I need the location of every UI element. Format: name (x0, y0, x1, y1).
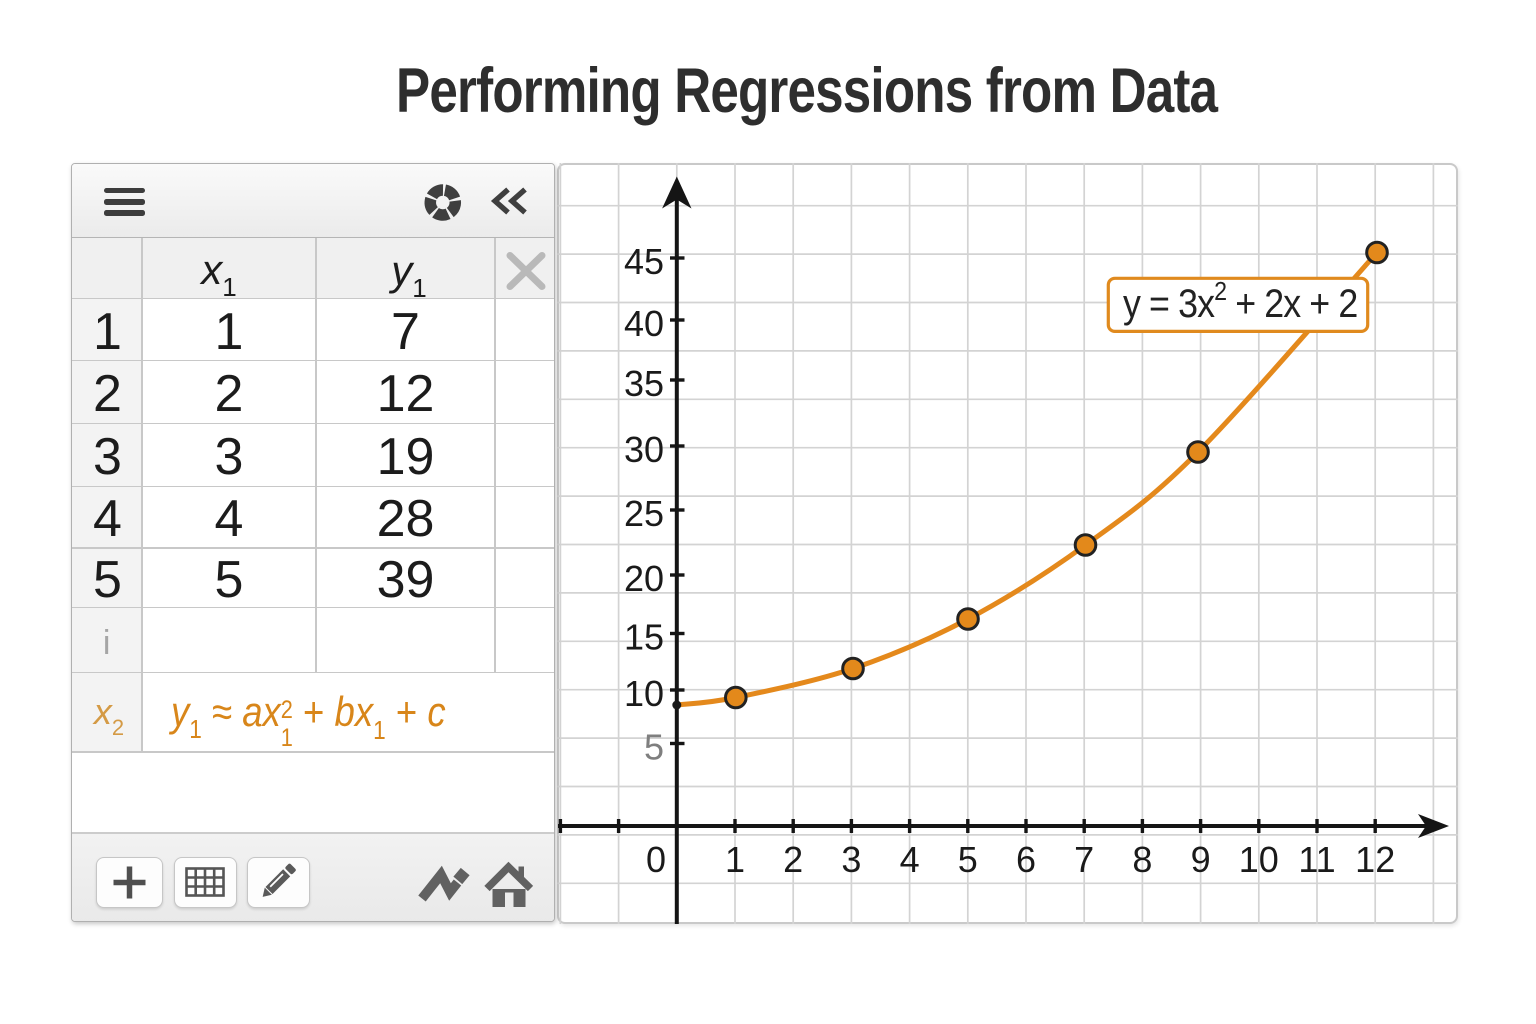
svg-text:20: 20 (624, 558, 664, 599)
svg-text:35: 35 (624, 363, 664, 404)
svg-text:45: 45 (624, 241, 664, 282)
svg-text:5: 5 (958, 839, 978, 880)
svg-text:8: 8 (1132, 839, 1152, 880)
svg-text:7: 7 (1074, 839, 1094, 880)
svg-text:25: 25 (624, 493, 664, 534)
svg-text:y = 3x2 + 2x + 2: y = 3x2 + 2x + 2 (1123, 278, 1357, 327)
svg-text:4: 4 (900, 839, 920, 880)
svg-text:9: 9 (1191, 839, 1211, 880)
svg-text:10: 10 (624, 673, 664, 714)
svg-text:11: 11 (1298, 839, 1335, 880)
svg-text:6: 6 (1016, 839, 1036, 880)
svg-text:40: 40 (624, 303, 664, 344)
svg-text:5: 5 (644, 727, 664, 768)
svg-text:1: 1 (725, 839, 745, 880)
svg-text:30: 30 (624, 429, 664, 470)
svg-text:0: 0 (646, 839, 666, 880)
svg-text:3: 3 (841, 839, 861, 880)
svg-text:15: 15 (624, 617, 664, 658)
svg-text:2: 2 (783, 839, 803, 880)
svg-text:12: 12 (1355, 839, 1395, 880)
svg-text:10: 10 (1239, 839, 1279, 880)
